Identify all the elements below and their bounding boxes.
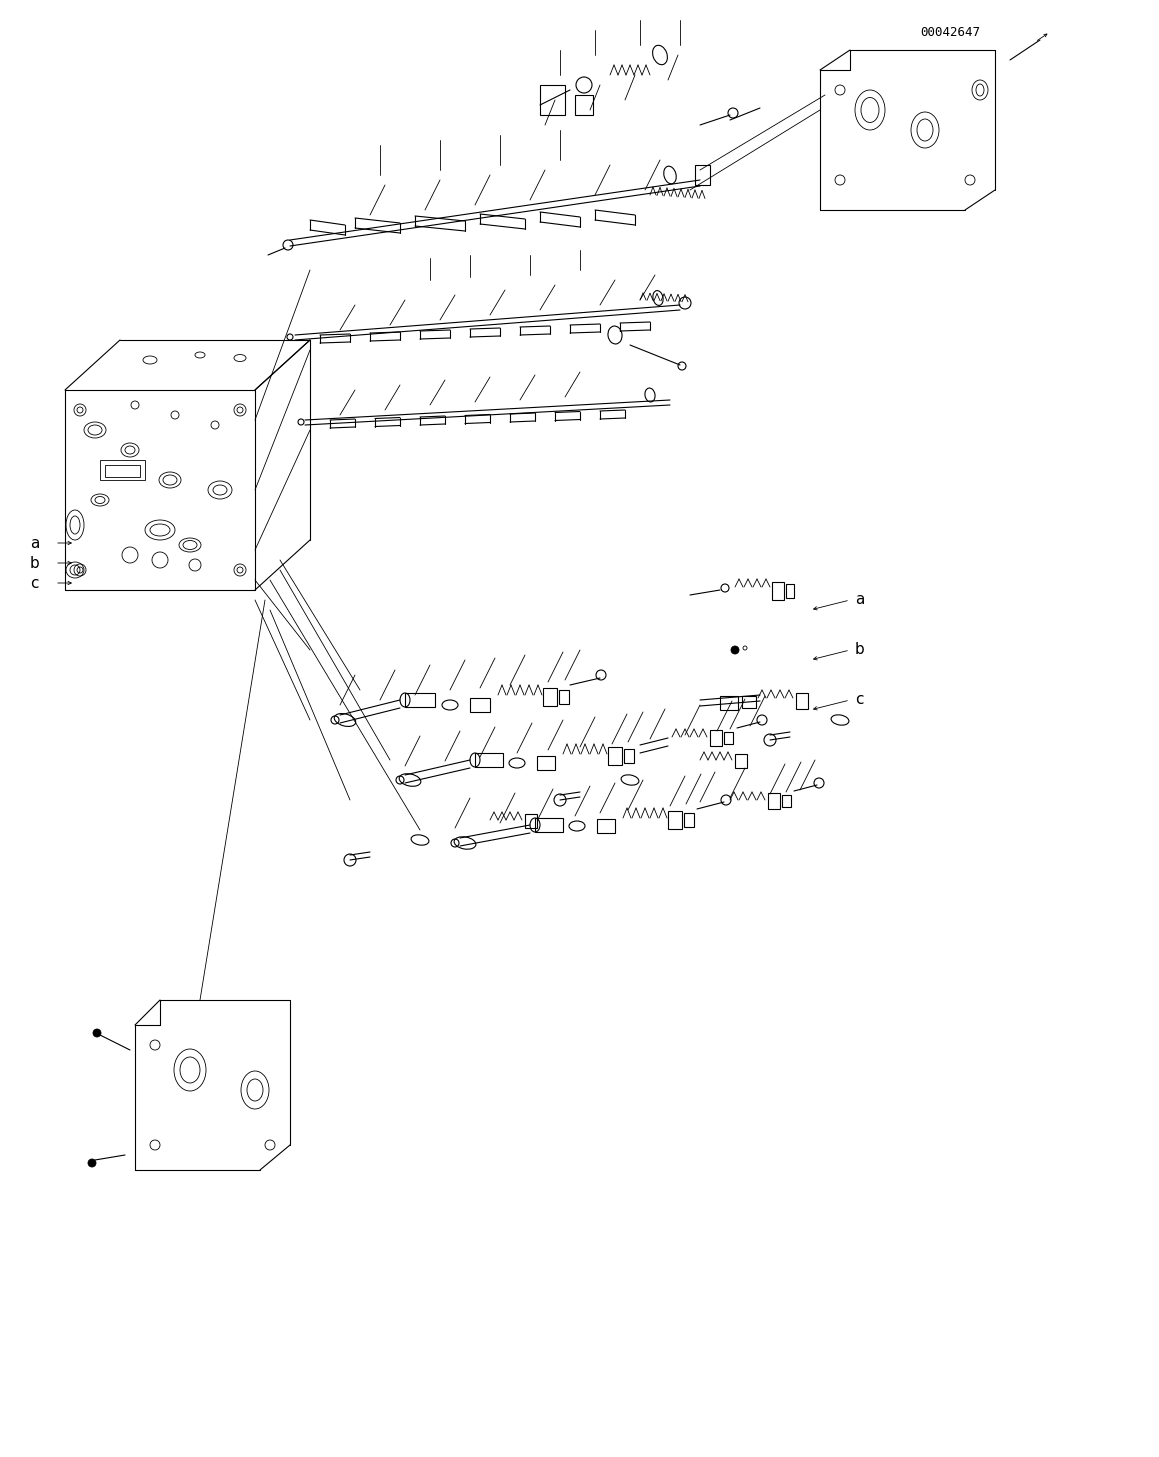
- Bar: [695, 165, 710, 185]
- Circle shape: [731, 645, 739, 654]
- Bar: [782, 796, 790, 807]
- Bar: [735, 755, 748, 768]
- Circle shape: [93, 1029, 101, 1037]
- Bar: [786, 584, 794, 597]
- Bar: [710, 730, 722, 746]
- Bar: [575, 95, 593, 115]
- Bar: [537, 756, 555, 769]
- Text: a: a: [855, 593, 865, 608]
- Text: c: c: [30, 576, 38, 590]
- Bar: [624, 749, 634, 763]
- Bar: [559, 691, 569, 704]
- Bar: [105, 465, 140, 476]
- Bar: [742, 696, 756, 708]
- Bar: [772, 581, 783, 600]
- Bar: [544, 688, 557, 707]
- Text: c: c: [855, 692, 863, 708]
- Text: 00042647: 00042647: [920, 26, 981, 38]
- Circle shape: [88, 1158, 96, 1167]
- Bar: [720, 696, 738, 710]
- Bar: [540, 85, 564, 115]
- Bar: [608, 747, 622, 765]
- Bar: [668, 812, 681, 829]
- Bar: [404, 694, 435, 707]
- Bar: [525, 814, 537, 828]
- Bar: [724, 731, 732, 745]
- Bar: [684, 813, 694, 828]
- Bar: [471, 698, 490, 712]
- Bar: [100, 460, 145, 479]
- Text: b: b: [855, 643, 865, 657]
- Bar: [768, 793, 780, 809]
- Text: b: b: [30, 555, 39, 571]
- Bar: [796, 694, 808, 710]
- Bar: [535, 817, 563, 832]
- Text: a: a: [30, 536, 39, 551]
- Bar: [475, 753, 503, 766]
- Bar: [597, 819, 615, 833]
